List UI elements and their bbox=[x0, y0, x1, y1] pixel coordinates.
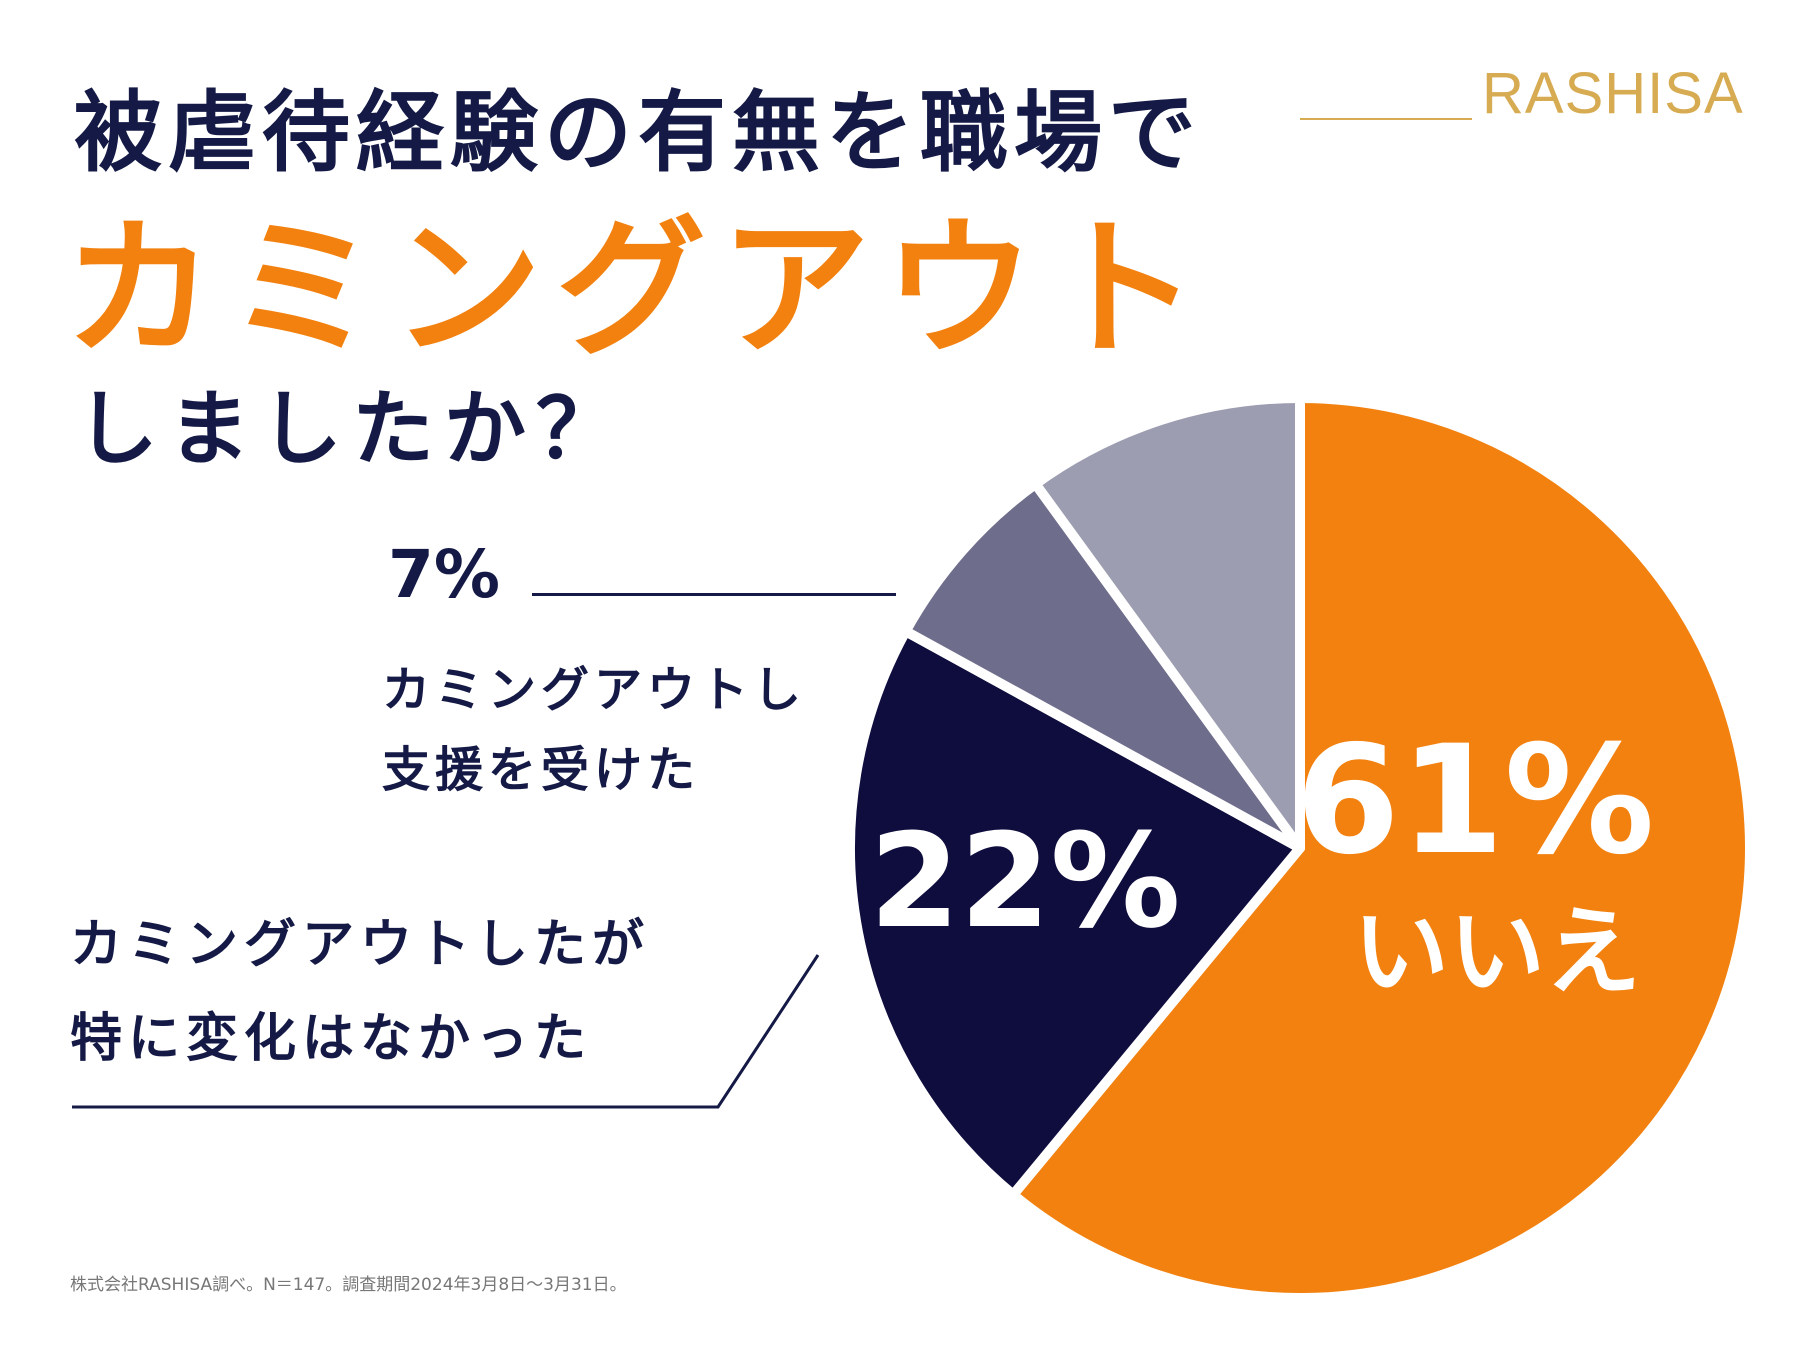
brand-name: RASHISA bbox=[1482, 61, 1744, 126]
callout-nochange-line2: 特に変化はなかった bbox=[70, 1009, 593, 1069]
callout-leader-supported bbox=[532, 593, 896, 596]
title-question-line3: しましたか？ bbox=[76, 382, 629, 477]
callout-supported-text: カミングアウトし 支援を受けた bbox=[382, 650, 806, 810]
callout-supported-percent: 7% bbox=[388, 536, 501, 613]
pie-slice-2 bbox=[900, 478, 1305, 853]
pie-slice-1 bbox=[845, 626, 1305, 1200]
pie-slice-0 bbox=[1008, 393, 1755, 1303]
pie-label-nochange-percent: 22% bbox=[869, 805, 1180, 957]
pie-label-no-percent: 61% bbox=[1295, 714, 1654, 888]
pie-label-no-text: いいえ bbox=[1353, 896, 1641, 1008]
callout-supported-line1: カミングアウトし bbox=[382, 662, 807, 718]
pie-slice-3 bbox=[1030, 393, 1305, 853]
source-note: 株式会社RASHISA調べ。N＝147。調査期間2024年3月8日〜3月31日。 bbox=[70, 1275, 627, 1295]
pie-slices bbox=[845, 393, 1755, 1303]
brand-logo: RASHISA bbox=[1300, 58, 1743, 128]
callout-nochange-line1: カミングアウトしたが bbox=[70, 915, 651, 975]
callout-nochange-text: カミングアウトしたが 特に変化はなかった bbox=[70, 898, 650, 1086]
title-question-line1: 被虐待経験の有無を職場で bbox=[74, 81, 1203, 184]
brand-rule bbox=[1300, 118, 1472, 120]
callout-supported-line2: 支援を受けた bbox=[382, 742, 701, 798]
callout-leader-nochange bbox=[72, 954, 820, 1109]
title-highlight-coming-out: カミングアウト bbox=[64, 203, 1213, 377]
